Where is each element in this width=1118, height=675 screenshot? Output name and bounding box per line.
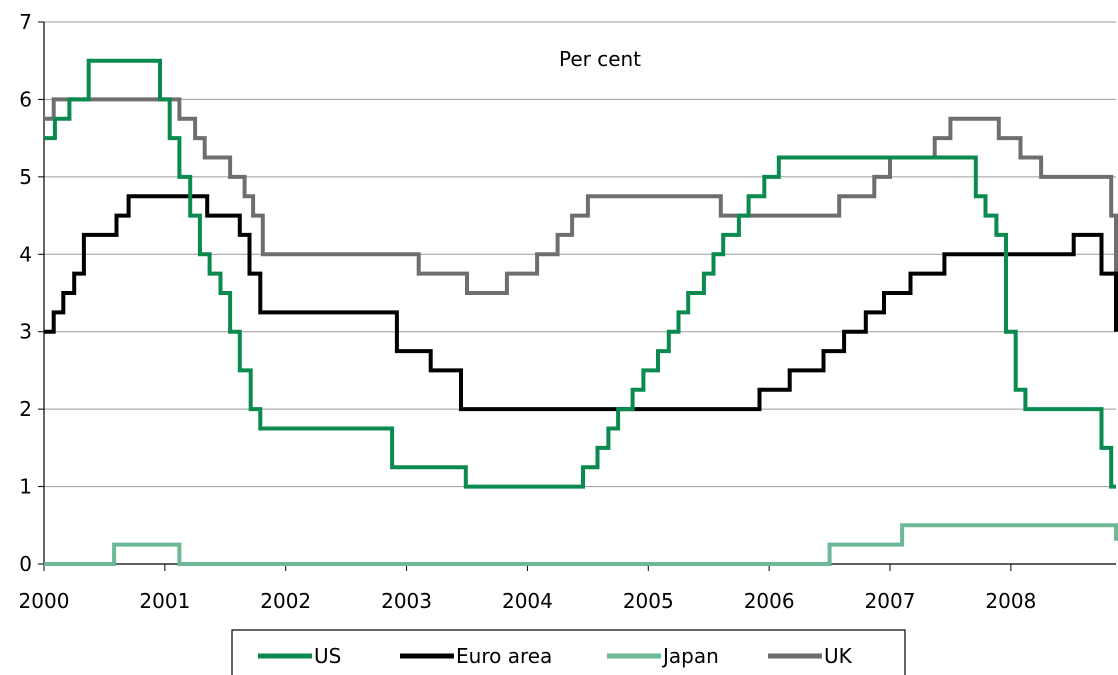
y-tick-label: 1 <box>19 475 32 499</box>
x-tick-label: 2008 <box>985 589 1036 613</box>
x-tick-label: 2005 <box>623 589 674 613</box>
series-line-us <box>44 58 1116 489</box>
x-tick-label: 2000 <box>19 589 70 613</box>
legend-box <box>231 629 906 675</box>
x-axis: 2000 2001 2002 2003 2004 2005 2006 2007 2008 <box>19 563 1116 613</box>
gridlines <box>44 21 1116 488</box>
legend-label-uk: UK <box>824 644 853 668</box>
legend: US Euro area Japan UK <box>231 629 906 675</box>
y-tick-label: 3 <box>19 320 32 344</box>
y-tick-label: 4 <box>19 242 32 266</box>
series-line-japan <box>44 523 1118 566</box>
series-line-uk <box>44 97 1118 332</box>
x-tick-label: 2004 <box>502 589 553 613</box>
y-tick-label: 2 <box>19 397 32 421</box>
x-tick-label: 2007 <box>865 589 916 613</box>
y-axis: 0 1 2 3 4 5 6 7 <box>19 10 45 576</box>
y-tick-label: 0 <box>19 552 32 576</box>
x-tick-label: 2003 <box>381 589 432 613</box>
chart-annotation: Per cent <box>559 47 641 71</box>
x-tick-label: 2006 <box>744 589 795 613</box>
series-lines <box>44 58 1118 566</box>
y-tick-label: 5 <box>19 165 32 189</box>
series-line-euro-area <box>44 194 1118 412</box>
x-tick-label: 2002 <box>260 589 311 613</box>
y-tick-label: 7 <box>19 10 32 34</box>
legend-label-us: US <box>314 644 341 668</box>
x-tick-label: 2001 <box>139 589 190 613</box>
y-tick-label: 6 <box>19 87 32 111</box>
legend-label-japan: Japan <box>661 644 719 668</box>
legend-label-euro-area: Euro area <box>456 644 552 668</box>
